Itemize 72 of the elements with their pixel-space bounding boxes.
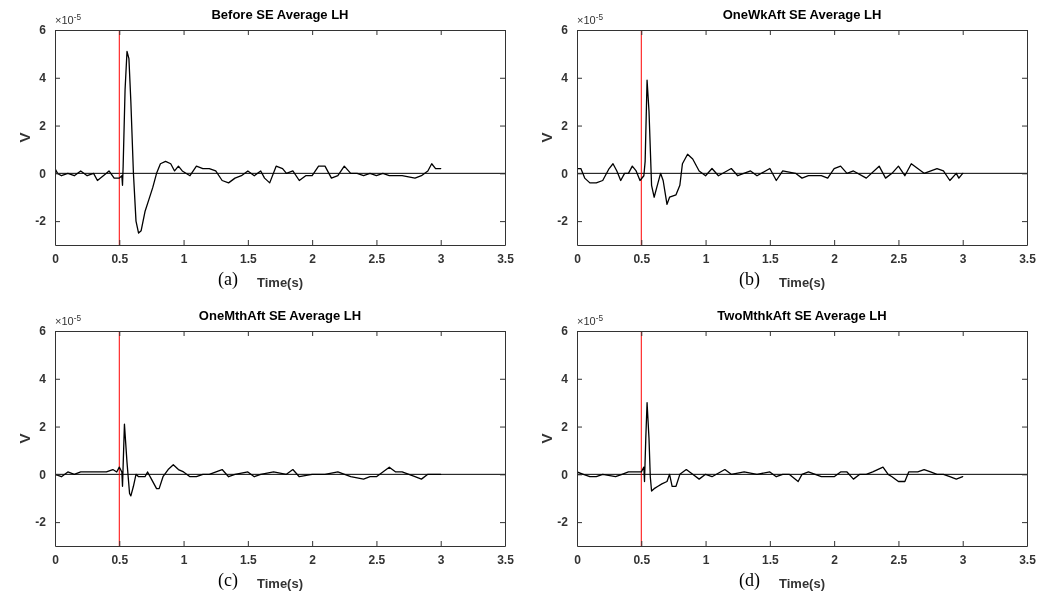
x-tick-label: 1.5 — [240, 552, 258, 567]
y-tick-label: 6 — [39, 23, 47, 38]
x-tick-label: 2 — [831, 251, 839, 266]
y-tick-label: 4 — [39, 71, 47, 86]
text: (b) — [739, 269, 760, 290]
x-tick-label: 3.5 — [497, 552, 515, 567]
x-axis-title: Time(s) — [257, 275, 303, 290]
y-tick-label: 0 — [39, 166, 47, 181]
y-axis-title: V — [538, 433, 555, 444]
x-tick-label: 0.5 — [111, 251, 129, 266]
chart-title: OneWkAft SE Average LH — [722, 7, 882, 22]
x-tick-label: 1.5 — [762, 251, 780, 266]
x-tick-label: 1 — [180, 251, 188, 266]
y-tick-label: 4 — [561, 372, 569, 387]
y-tick-label: 2 — [39, 419, 47, 434]
y-tick-label: 2 — [561, 419, 569, 434]
x-tick-label: 3 — [437, 251, 445, 266]
x-tick-label: 1.5 — [762, 552, 780, 567]
text: (c) — [218, 570, 238, 591]
x-axis-title: Time(s) — [779, 576, 825, 591]
chart-title: TwoMthkAft SE Average LH — [717, 308, 887, 323]
y-tick-label: 0 — [561, 467, 569, 482]
text: ×10$^{-5}$ — [55, 12, 82, 26]
x-tick-label: 1 — [702, 552, 710, 567]
x-tick-label: 2.5 — [368, 251, 386, 266]
x-tick-label: 2 — [831, 552, 839, 567]
y-tick-label: 0 — [39, 467, 47, 482]
y-tick-label: -2 — [35, 515, 47, 530]
y-tick-label: 4 — [561, 71, 569, 86]
text: (a) — [218, 269, 238, 290]
y-tick-label: -2 — [35, 214, 47, 229]
y-axis-title: V — [538, 132, 555, 143]
text: ×10$^{-5}$ — [55, 313, 82, 327]
y-tick-label: 2 — [39, 118, 47, 133]
x-tick-label: 0 — [52, 552, 60, 567]
y-tick-label: 2 — [561, 118, 569, 133]
x-tick-label: 3 — [959, 251, 967, 266]
x-tick-label: 3.5 — [1019, 251, 1037, 266]
y-tick-label: -2 — [557, 214, 569, 229]
text: (d) — [739, 570, 760, 591]
x-axis-title: Time(s) — [779, 275, 825, 290]
x-tick-label: 3.5 — [497, 251, 515, 266]
x-axis-title: Time(s) — [257, 576, 303, 591]
y-tick-label: 4 — [39, 372, 47, 387]
x-tick-label: 2.5 — [368, 552, 386, 567]
chart-title: OneMthAft SE Average LH — [198, 308, 362, 323]
y-tick-label: 6 — [39, 324, 47, 339]
y-axis-title: V — [16, 433, 33, 444]
y-tick-label: -2 — [557, 515, 569, 530]
x-tick-label: 3 — [437, 552, 445, 567]
x-tick-label: 1.5 — [240, 251, 258, 266]
text: ×10$^{-5}$ — [577, 12, 604, 26]
x-tick-label: 3 — [959, 552, 967, 567]
x-tick-label: 2 — [309, 251, 317, 266]
y-tick-label: 0 — [561, 166, 569, 181]
y-axis-title: V — [16, 132, 33, 143]
x-tick-label: 0 — [574, 552, 582, 567]
y-tick-label: 6 — [561, 324, 569, 339]
x-tick-label: 1 — [702, 251, 710, 266]
x-tick-label: 0 — [52, 251, 60, 266]
x-tick-label: 0.5 — [633, 251, 651, 266]
y-tick-label: 6 — [561, 23, 569, 38]
chart-title: Before SE Average LH — [211, 7, 349, 22]
x-tick-label: 0.5 — [111, 552, 129, 567]
x-tick-label: 3.5 — [1019, 552, 1037, 567]
x-tick-label: 2 — [309, 552, 317, 567]
x-tick-label: 0.5 — [633, 552, 651, 567]
text: ×10$^{-5}$ — [577, 313, 604, 327]
x-tick-label: 1 — [180, 552, 188, 567]
x-tick-label: 2.5 — [890, 552, 908, 567]
x-tick-label: 0 — [574, 251, 582, 266]
x-tick-label: 2.5 — [890, 251, 908, 266]
